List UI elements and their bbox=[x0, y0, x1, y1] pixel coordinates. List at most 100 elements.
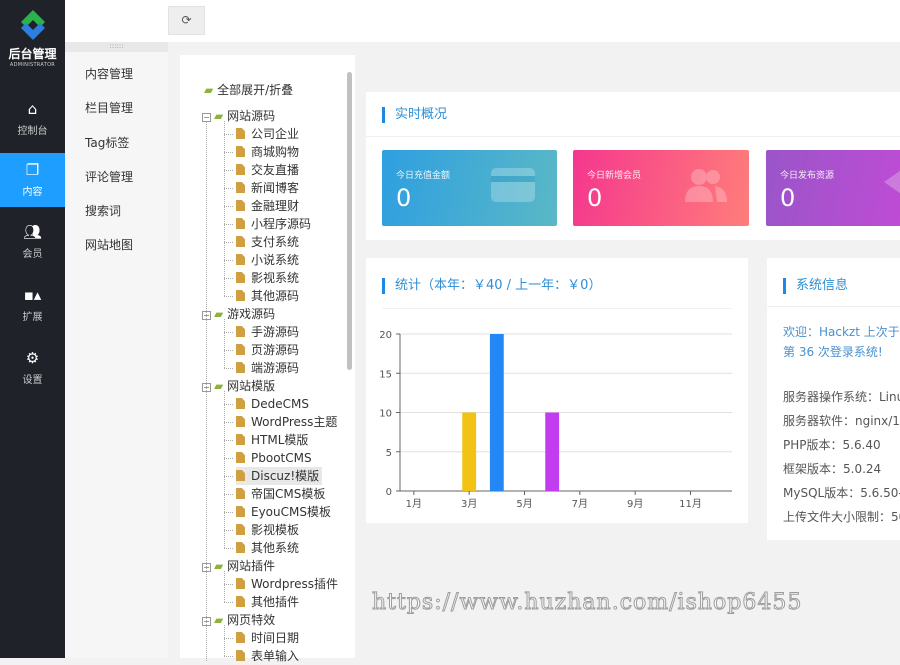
tree-group-label: 网站源码 bbox=[227, 109, 276, 123]
x-tick-label: 3月 bbox=[461, 498, 477, 510]
tree-item[interactable]: 商城购物 bbox=[236, 143, 299, 161]
file-icon bbox=[236, 488, 245, 499]
tree-group-label: 网站模版 bbox=[227, 379, 276, 393]
subnav-item[interactable]: 网站地图 bbox=[85, 238, 134, 252]
nav-label: 会员 bbox=[22, 249, 43, 260]
nav-label: 扩展 bbox=[22, 312, 43, 323]
subnav-item[interactable]: 评论管理 bbox=[85, 170, 134, 184]
tree-item-label: 时间日期 bbox=[251, 631, 300, 645]
file-icon bbox=[236, 182, 245, 193]
tree-item-label: 影视模板 bbox=[251, 523, 300, 537]
file-icon bbox=[236, 200, 245, 211]
x-tick-label: 9月 bbox=[627, 498, 643, 510]
tree-scrollbar[interactable] bbox=[347, 72, 352, 370]
tree-group[interactable]: − ▰ 网页特效 bbox=[202, 611, 275, 629]
bar-chart: 0 5 10 15 20 1月 3月 5月 7月 9月 11月 bbox=[379, 330, 732, 510]
tree-item-label: 影视系统 bbox=[251, 271, 300, 285]
file-icon bbox=[236, 596, 245, 607]
nav-settings[interactable]: ⚙ 设置 bbox=[0, 341, 65, 395]
tree-group-label: 网页特效 bbox=[227, 613, 276, 627]
tree-item-label: 表单输入 bbox=[251, 649, 300, 663]
tree-group[interactable]: − ▰ 网站模版 bbox=[202, 377, 275, 395]
subnav-item[interactable]: 栏目管理 bbox=[85, 101, 134, 115]
tree-item[interactable]: PbootCMS bbox=[236, 449, 312, 467]
subnav-item[interactable]: 搜索词 bbox=[85, 204, 122, 218]
tree-item[interactable]: 帝国CMS模板 bbox=[236, 485, 325, 503]
stat-card[interactable]: 今日充值金额 0 bbox=[382, 150, 557, 226]
tree-item-label: 交友直播 bbox=[251, 163, 300, 177]
sysinfo-framework: 框架版本：5.0.24 bbox=[783, 462, 882, 476]
tree-item-label: Wordpress插件 bbox=[251, 577, 339, 591]
tree-toggle-all[interactable]: ▰ 全部展开/折叠 bbox=[204, 81, 293, 99]
tree-item[interactable]: Discuz!模版 bbox=[236, 467, 323, 485]
stat-value: 0 bbox=[780, 184, 796, 212]
extend-icon: ▪▴ bbox=[23, 286, 42, 304]
file-icon bbox=[236, 506, 245, 517]
tree-item[interactable]: 新闻博客 bbox=[236, 179, 299, 197]
folder-open-icon: ▰ bbox=[214, 109, 224, 123]
subnav-item[interactable]: 内容管理 bbox=[85, 67, 134, 81]
tree-group[interactable]: − ▰ 网站源码 bbox=[202, 107, 275, 125]
drag-handle[interactable]: :::::: bbox=[65, 42, 168, 52]
stat-card[interactable]: 今日发布资源 0 bbox=[766, 150, 900, 226]
tree-item[interactable]: 页游源码 bbox=[236, 341, 299, 359]
tree-item-label: 其他插件 bbox=[251, 595, 300, 609]
tree-item[interactable]: 小说系统 bbox=[236, 251, 299, 269]
folder-icon: ▰ bbox=[204, 83, 214, 97]
sysinfo-title: 系统信息 bbox=[783, 278, 848, 294]
refresh-button[interactable]: ⟳ bbox=[168, 6, 205, 35]
stats-title: 统计（本年：￥40 / 上一年：￥0） bbox=[382, 278, 601, 294]
tree-item[interactable]: 影视模板 bbox=[236, 521, 299, 539]
tree-item[interactable]: 其他系统 bbox=[236, 539, 299, 557]
file-icon bbox=[236, 272, 245, 283]
main-sidebar: 后台管理 ADMINISTRATOR ⌂ 控制台 ❐ 内容 👥︎ 会员 ▪▴ 扩展 ⚙ 设… bbox=[0, 0, 65, 658]
tree-item[interactable]: 公司企业 bbox=[236, 125, 299, 143]
file-icon bbox=[236, 236, 245, 247]
tree-item[interactable]: 端游源码 bbox=[236, 359, 299, 377]
nav-members[interactable]: 👥︎ 会员 bbox=[0, 215, 65, 269]
stats-card: 统计（本年：￥40 / 上一年：￥0） 0 5 10 15 20 1月 3月 5月 7月 9月 11… bbox=[366, 258, 748, 523]
tree-item[interactable]: Wordpress插件 bbox=[236, 575, 338, 593]
subnav-item[interactable]: Tag标签 bbox=[85, 136, 130, 150]
tree-item-label: HTML模版 bbox=[251, 433, 309, 447]
file-icon bbox=[236, 218, 245, 229]
tree-item-label: 其他源码 bbox=[251, 289, 300, 303]
stat-label: 今日新增会员 bbox=[587, 171, 642, 181]
stat-card[interactable]: 今日新增会员 0 bbox=[573, 150, 749, 226]
tree-item-label: PbootCMS bbox=[251, 451, 312, 465]
tree-item[interactable]: 其他源码 bbox=[236, 287, 299, 305]
x-tick-label: 5月 bbox=[516, 498, 532, 510]
tree-item[interactable]: 其他插件 bbox=[236, 593, 299, 611]
tree-item[interactable]: 小程序源码 bbox=[236, 215, 311, 233]
tree-item[interactable]: DedeCMS bbox=[236, 395, 309, 413]
nav-extend[interactable]: ▪▴ 扩展 bbox=[0, 278, 65, 332]
sysinfo-server: 服务器软件：nginx/1.2 bbox=[783, 414, 900, 428]
tree-group[interactable]: − ▰ 游戏源码 bbox=[202, 305, 275, 323]
tree-item[interactable]: 表单输入 bbox=[236, 647, 299, 665]
tree-item[interactable]: EyouCMS模板 bbox=[236, 503, 331, 521]
nav-content[interactable]: ❐ 内容 bbox=[0, 153, 65, 207]
logo-icon bbox=[20, 10, 45, 40]
tree-item[interactable]: 时间日期 bbox=[236, 629, 299, 647]
y-tick-label: 15 bbox=[379, 369, 392, 380]
bar bbox=[545, 412, 560, 491]
tree-item[interactable]: 手游源码 bbox=[236, 323, 299, 341]
tree-group[interactable]: − ▰ 网站插件 bbox=[202, 557, 275, 575]
sysinfo-card: 系统信息 欢迎：Hackzt 上次于 2 第 36 次登录系统! 服务器操作系统… bbox=[767, 258, 900, 540]
tree-item[interactable]: 支付系统 bbox=[236, 233, 299, 251]
tree-item-label: 公司企业 bbox=[251, 127, 300, 141]
folder-open-icon: ▰ bbox=[214, 559, 224, 573]
folder-open-icon: ▰ bbox=[214, 307, 224, 321]
tree-item[interactable]: WordPress主题 bbox=[236, 413, 337, 431]
tree-item[interactable]: 影视系统 bbox=[236, 269, 299, 287]
tree-item[interactable]: HTML模版 bbox=[236, 431, 308, 449]
nav-label: 设置 bbox=[22, 375, 43, 386]
layers-icon bbox=[884, 170, 900, 194]
nav-dashboard[interactable]: ⌂ 控制台 bbox=[0, 92, 65, 146]
tree-item[interactable]: 交友直播 bbox=[236, 161, 299, 179]
stat-value: 0 bbox=[587, 184, 603, 212]
bar bbox=[489, 334, 504, 491]
tree-item[interactable]: 金融理财 bbox=[236, 197, 299, 215]
welcome-text: 欢迎：Hackzt 上次于 2 bbox=[783, 325, 900, 339]
tree-group-label: 网站插件 bbox=[227, 559, 276, 573]
